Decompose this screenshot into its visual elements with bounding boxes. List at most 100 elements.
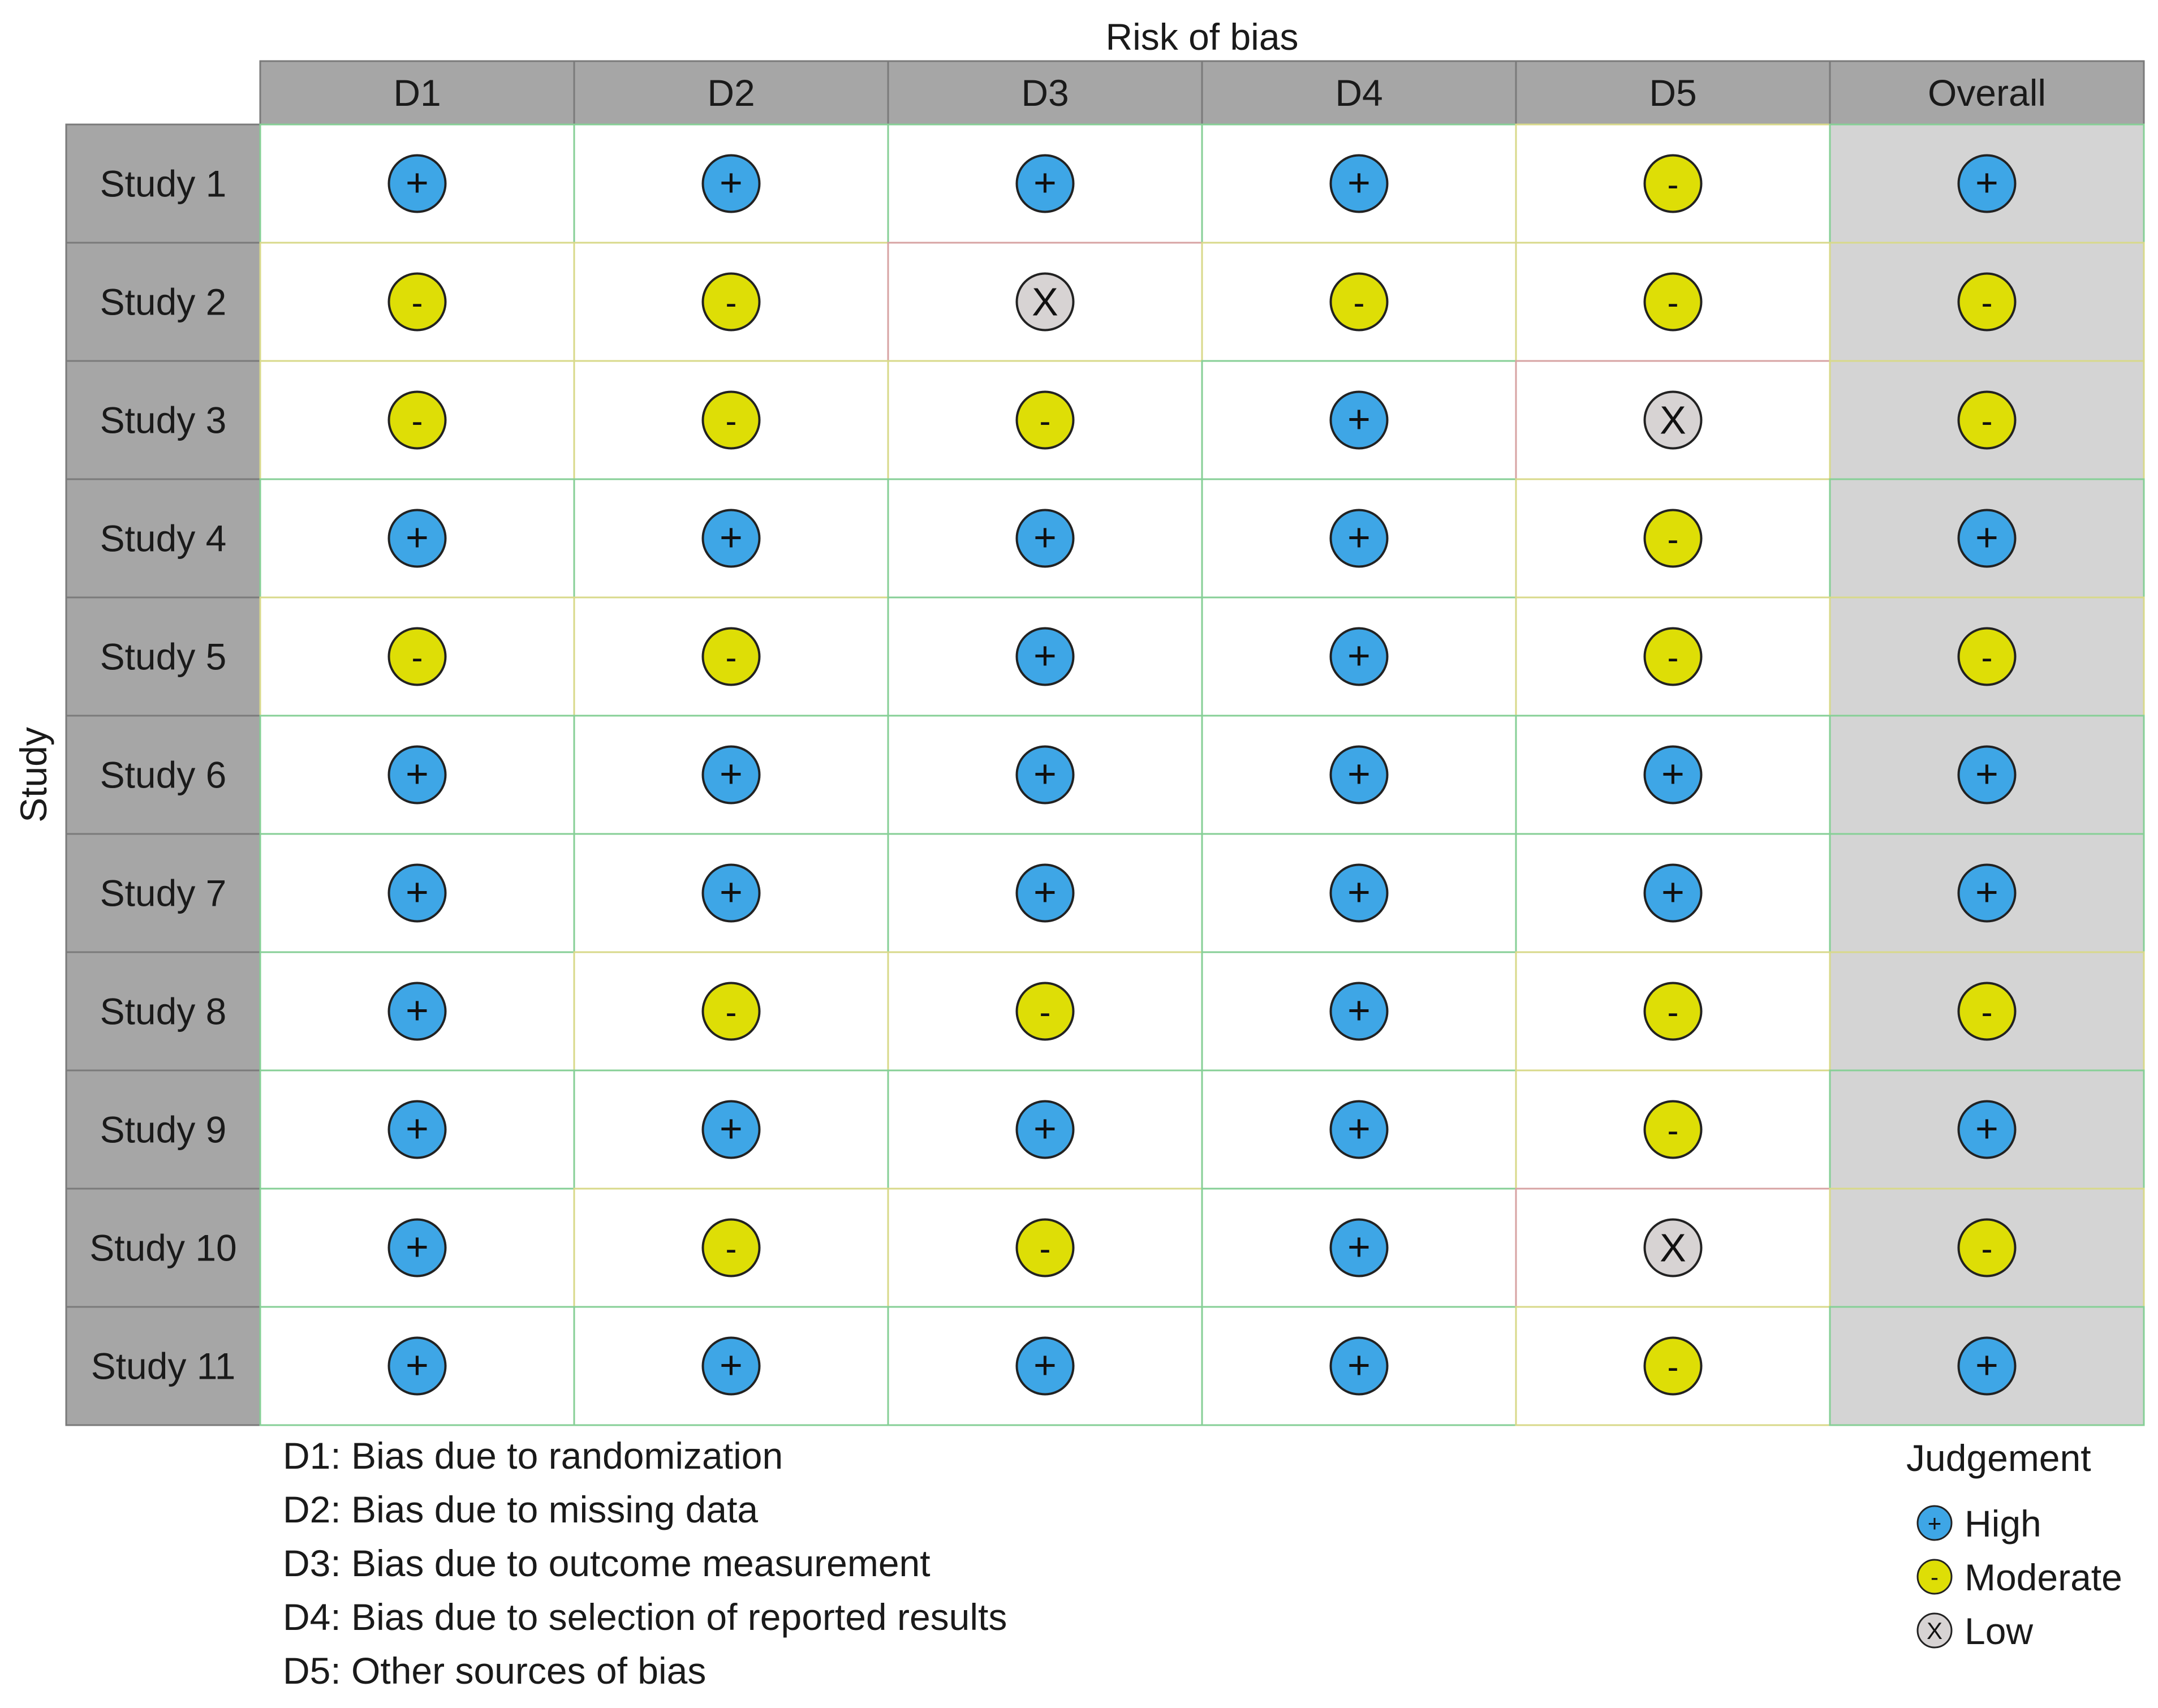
- column-header-d1: D1: [393, 72, 441, 114]
- judgement-symbol: +: [1975, 752, 1998, 796]
- judgement-symbol: -: [1040, 402, 1051, 440]
- column-header-d3-bg: [887, 60, 1203, 126]
- judgement-marker-high: [701, 1336, 761, 1396]
- judgement-symbol: +: [1347, 515, 1371, 560]
- y-axis-label: Study: [12, 727, 54, 823]
- judgement-symbol: +: [1033, 515, 1057, 560]
- judgement-marker-high: [701, 509, 761, 568]
- judgement-symbol: +: [406, 515, 429, 560]
- legend-marker-high: [1916, 1505, 1953, 1541]
- judgement-marker-high: [387, 1218, 447, 1277]
- judgement-marker-low: [1643, 390, 1703, 450]
- row-label: Study 10: [89, 1227, 237, 1269]
- judgement-marker-high: [1957, 1100, 2017, 1159]
- judgement-symbol: X: [1032, 280, 1058, 324]
- judgement-marker-high: [1329, 1100, 1389, 1159]
- judgement-marker-moderate: [701, 272, 761, 332]
- judgement-marker-high: [1957, 1336, 2017, 1396]
- judgement-symbol: +: [1347, 752, 1371, 796]
- judgement-marker-high: [387, 982, 447, 1041]
- judgement-legend-title: Judgement: [1906, 1437, 2091, 1479]
- judgement-symbol: +: [720, 1343, 743, 1387]
- judgement-symbol: +: [406, 752, 429, 796]
- judgement-marker-moderate: [701, 390, 761, 450]
- judgement-symbol: -: [1040, 1230, 1051, 1268]
- judgement-marker-high: [387, 509, 447, 568]
- judgement-marker-moderate: [1957, 272, 2017, 332]
- judgement-marker-moderate: [701, 982, 761, 1041]
- judgement-marker-high: [1329, 1218, 1389, 1277]
- judgement-symbol: -: [726, 1230, 737, 1268]
- judgement-symbol: +: [1975, 161, 1998, 205]
- judgement-symbol: +: [1347, 397, 1371, 441]
- judgement-marker-high: [1957, 745, 2017, 804]
- row-label: Study 3: [100, 399, 227, 441]
- row-label-bg: [65, 596, 261, 717]
- row-label: Study 5: [100, 636, 227, 678]
- judgement-marker-high: [1015, 1336, 1075, 1396]
- judgement-marker-moderate: [1957, 982, 2017, 1041]
- row-label-bg: [65, 1306, 261, 1426]
- judgement-symbol: -: [1668, 284, 1679, 322]
- column-header-overall-bg: [1829, 60, 2145, 126]
- judgement-symbol: -: [726, 639, 737, 677]
- judgement-marker-moderate: [387, 272, 447, 332]
- judgement-symbol: +: [1975, 870, 1998, 914]
- judgement-marker-moderate: [1957, 1218, 2017, 1277]
- row-label: Study 2: [100, 281, 227, 323]
- judgement-symbol: -: [412, 639, 423, 677]
- row-label-bg: [65, 478, 261, 599]
- judgement-marker-moderate: [1643, 1336, 1703, 1396]
- judgement-symbol: X: [1660, 398, 1686, 442]
- judgement-symbol: +: [1661, 752, 1685, 796]
- domain-legend-item: D1: Bias due to randomization: [283, 1435, 783, 1477]
- judgement-symbol: -: [1668, 1348, 1679, 1386]
- row-label-bg: [65, 951, 261, 1072]
- row-label: Study 9: [100, 1109, 227, 1151]
- judgement-symbol: +: [1033, 870, 1057, 914]
- judgement-marker-moderate: [701, 627, 761, 686]
- judgement-symbol: +: [1347, 1225, 1371, 1269]
- judgement-marker-moderate: [387, 627, 447, 686]
- domain-legend-item: D3: Bias due to outcome measurement: [283, 1542, 931, 1584]
- judgement-marker-moderate: [701, 1218, 761, 1277]
- judgement-marker-high: [1015, 627, 1075, 686]
- legend-label-low: Low: [1965, 1610, 2033, 1652]
- judgement-marker-high: [1015, 509, 1075, 568]
- judgement-marker-moderate: [1643, 982, 1703, 1041]
- legend-symbol: -: [1931, 1564, 1939, 1590]
- judgement-marker-high: [387, 745, 447, 804]
- column-header-d2-bg: [573, 60, 889, 126]
- judgement-marker-high: [387, 154, 447, 213]
- chart-title: Risk of bias: [1105, 16, 1298, 58]
- judgement-marker-moderate: [387, 390, 447, 450]
- judgement-symbol: X: [1660, 1226, 1686, 1270]
- judgement-symbol: -: [726, 402, 737, 440]
- judgement-symbol: -: [1668, 1112, 1679, 1150]
- judgement-marker-high: [387, 1100, 447, 1159]
- judgement-marker-moderate: [1015, 1218, 1075, 1277]
- judgement-symbol: -: [1668, 993, 1679, 1031]
- judgement-symbol: -: [1982, 402, 1993, 440]
- judgement-symbol: -: [1040, 993, 1051, 1031]
- legend-symbol: +: [1928, 1510, 1942, 1537]
- row-label: Study 8: [100, 991, 227, 1032]
- judgement-symbol: -: [1982, 639, 1993, 677]
- row-label: Study 1: [100, 163, 227, 205]
- judgement-marker-high: [1329, 509, 1389, 568]
- judgement-marker-high: [1329, 154, 1389, 213]
- judgement-symbol: +: [1033, 634, 1057, 678]
- judgement-marker-high: [1015, 1100, 1075, 1159]
- judgement-symbol: -: [1668, 166, 1679, 204]
- judgement-marker-high: [701, 745, 761, 804]
- row-label: Study 11: [91, 1345, 236, 1387]
- judgement-marker-high: [1329, 745, 1389, 804]
- column-header-d3: D3: [1021, 72, 1069, 114]
- judgement-marker-high: [1643, 745, 1703, 804]
- judgement-marker-high: [387, 863, 447, 923]
- judgement-symbol: +: [1347, 870, 1371, 914]
- judgement-symbol: +: [1347, 161, 1371, 205]
- judgement-symbol: -: [726, 284, 737, 322]
- judgement-symbol: +: [720, 752, 743, 796]
- judgement-symbol: -: [1668, 520, 1679, 558]
